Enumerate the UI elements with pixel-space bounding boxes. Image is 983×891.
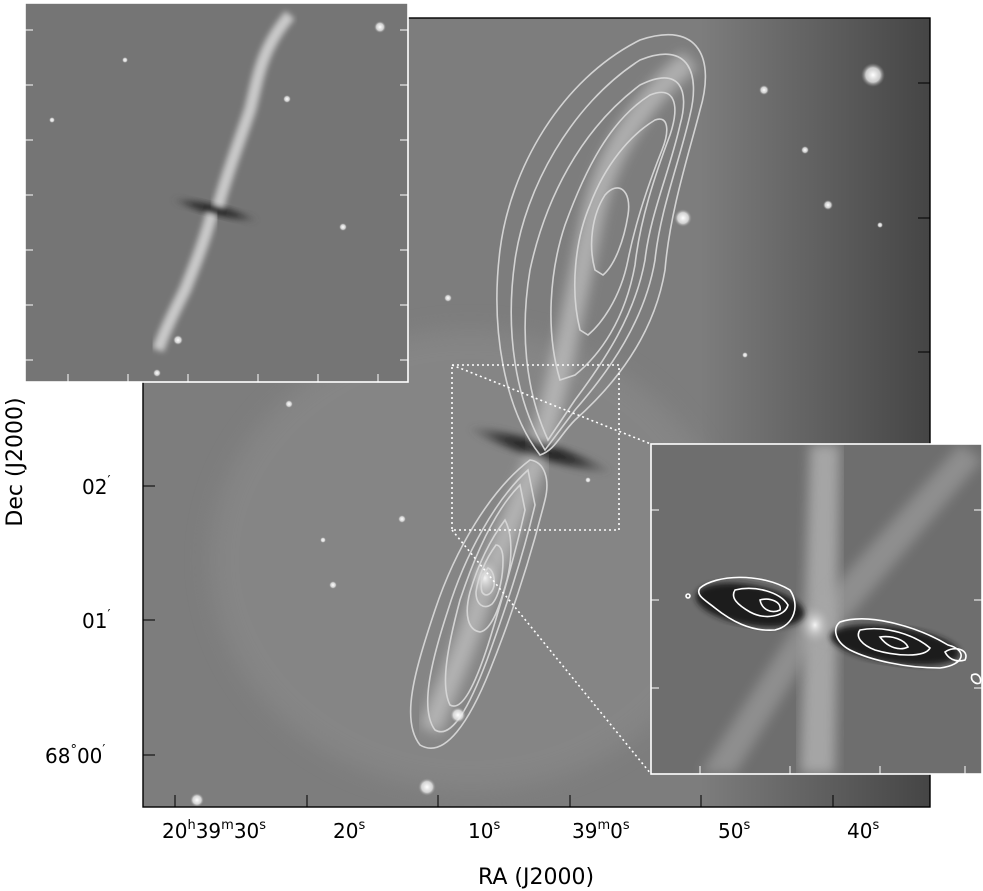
inset-jet-north <box>212 11 295 209</box>
x-tick-labels: 20h39m30s 20s 10s 39m0s 50s 40s <box>162 818 879 843</box>
inset-upper-left-frame <box>24 2 409 383</box>
inset-upper-left <box>25 3 408 382</box>
inset-lower-right-frame <box>650 443 983 775</box>
inset-upper-left-ticks <box>25 29 408 382</box>
x-tick-label: 39m0s <box>572 818 630 843</box>
x-tick-label: 50s <box>718 818 750 843</box>
x-axis-title: RA (J2000) <box>478 865 594 890</box>
x-tick-label: 20h39m30s <box>162 818 266 843</box>
y-tick-label: 02′ <box>82 474 110 499</box>
inset-lower-right-ticks <box>651 509 982 774</box>
main-image <box>143 18 930 807</box>
contours-main <box>409 34 707 749</box>
x-tick-label: 10s <box>468 818 500 843</box>
y-tick-label: 01′ <box>82 608 110 633</box>
x-tick-label: 20s <box>333 818 365 843</box>
inset-jet-south <box>152 211 218 353</box>
jet-north <box>529 51 698 449</box>
main-frame <box>142 17 931 808</box>
contours-inset <box>685 576 982 685</box>
y-tick-labels: 68°00′ 01′ 02′ <box>45 474 110 768</box>
x-tick-label: 40s <box>847 818 879 843</box>
zoom-line-top <box>451 364 652 445</box>
zoom-box <box>451 364 620 531</box>
stars-main <box>190 63 885 807</box>
y-axis-title: Dec (J2000) <box>3 397 28 526</box>
dark-disk-lane <box>468 425 612 475</box>
inset-lower-right <box>651 444 982 774</box>
y-tick-label: 68°00′ <box>45 743 105 768</box>
